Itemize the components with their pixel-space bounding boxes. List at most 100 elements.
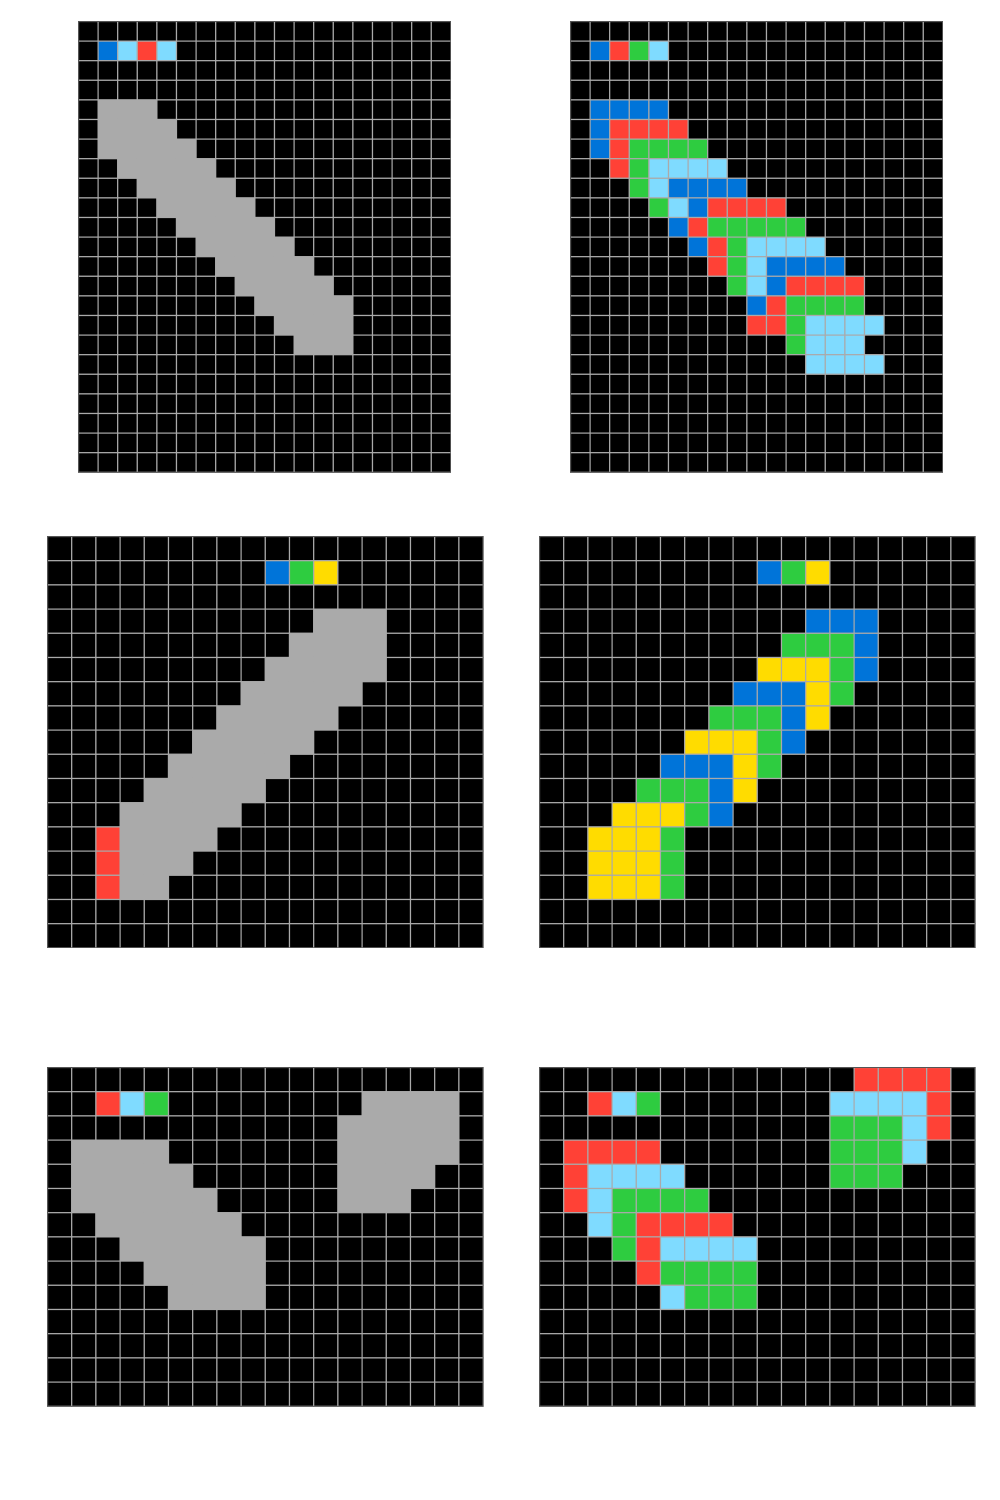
grid-cell <box>254 354 276 375</box>
grid-cell <box>667 393 689 415</box>
grid-cell <box>708 1236 734 1262</box>
grid-cell <box>117 138 138 160</box>
grid-cell <box>648 314 670 336</box>
grid-cell <box>901 753 928 780</box>
grid-cell <box>844 197 866 219</box>
grid-cell <box>635 923 662 949</box>
grid-cell <box>587 753 613 780</box>
grid-cell <box>240 1187 266 1214</box>
grid-cell <box>234 99 256 121</box>
grid-cell <box>628 21 650 42</box>
grid-cell <box>97 158 119 179</box>
grid-cell <box>71 1091 97 1117</box>
grid-cell <box>430 118 452 140</box>
grid-cell <box>926 874 952 901</box>
grid-cell <box>765 60 787 81</box>
grid-cell <box>254 197 276 219</box>
grid-cell <box>926 584 952 610</box>
grid-cell <box>765 138 787 160</box>
grid-cell <box>458 584 484 610</box>
grid-cell <box>119 560 145 586</box>
grid-cell <box>313 1091 339 1117</box>
grid-cell <box>726 138 748 160</box>
grid-cell <box>877 923 904 949</box>
grid-cell <box>234 334 256 356</box>
grid-cell <box>156 412 178 434</box>
grid-cell <box>216 802 242 828</box>
grid-cell <box>587 560 613 586</box>
grid-cell <box>785 314 807 336</box>
grid-cell <box>352 354 374 375</box>
grid-cell <box>264 898 291 925</box>
grid-cell <box>950 1308 976 1335</box>
grid-cell <box>119 874 145 901</box>
grid-cell <box>667 334 689 356</box>
grid-cell <box>853 802 879 828</box>
grid-cell <box>609 99 630 121</box>
grid-cell <box>589 177 611 199</box>
grid-cell <box>901 826 928 852</box>
grid-cell <box>47 608 73 634</box>
grid-cell <box>707 354 728 375</box>
grid-cell <box>240 1333 266 1359</box>
grid-cell <box>192 1381 218 1407</box>
grid-cell <box>563 753 589 780</box>
grid-cell <box>587 608 613 634</box>
grid-cell <box>635 826 662 852</box>
grid-cell <box>264 560 291 586</box>
grid-cell <box>313 138 334 160</box>
grid-cell <box>434 656 460 683</box>
grid-cell <box>950 850 976 876</box>
grid-cell <box>240 656 266 683</box>
grid-cell <box>143 1357 170 1383</box>
grid-cell <box>288 923 315 949</box>
grid-cell <box>434 1115 460 1141</box>
grid-cell <box>192 729 218 755</box>
grid-cell <box>589 216 611 238</box>
grid-cell <box>391 118 413 140</box>
grid-cell <box>563 584 589 610</box>
grid-cell <box>136 236 158 258</box>
grid-cell <box>746 118 768 140</box>
grid-cell <box>95 560 121 586</box>
grid-cell <box>143 1308 170 1335</box>
grid-cell <box>215 138 236 160</box>
grid-cell <box>195 99 217 121</box>
grid-cell <box>371 216 393 238</box>
grid-cell <box>756 1284 783 1311</box>
grid-cell <box>361 1236 387 1262</box>
grid-cell <box>829 584 855 610</box>
grid-cell <box>805 1067 831 1093</box>
grid-canvas <box>539 536 976 949</box>
grid-cell <box>587 1308 613 1335</box>
grid-cell <box>659 705 686 731</box>
grid-cell <box>765 99 787 121</box>
grid-cell <box>539 802 565 828</box>
grid-cell <box>167 777 194 804</box>
grid-cell <box>746 393 768 415</box>
grid-cell <box>313 608 339 634</box>
grid-cell <box>829 656 855 683</box>
grid-cell <box>628 412 650 434</box>
grid-cell <box>539 729 565 755</box>
grid-cell <box>732 850 758 876</box>
grid-cell <box>313 197 334 219</box>
grid-cell <box>430 40 452 62</box>
grid-cell <box>539 1284 565 1311</box>
grid-cell <box>648 79 670 101</box>
grid-cell <box>570 452 591 473</box>
grid-cell <box>175 79 197 101</box>
grid-cell <box>785 21 807 42</box>
grid-cell <box>78 118 99 140</box>
grid-cell <box>844 334 866 356</box>
grid-cell <box>136 60 158 81</box>
grid-cell <box>143 1187 170 1214</box>
grid-cell <box>659 632 686 659</box>
grid-cell <box>409 729 436 755</box>
grid-cell <box>824 40 846 62</box>
grid-cell <box>240 705 266 731</box>
grid-cell <box>136 393 158 415</box>
grid-cell <box>539 656 565 683</box>
grid-cell <box>609 354 630 375</box>
